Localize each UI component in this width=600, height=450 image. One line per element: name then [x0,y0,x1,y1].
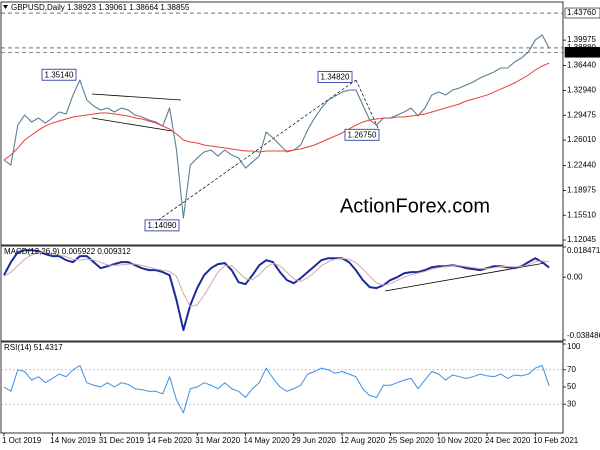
x-tick-label: 10 Feb 2021 [533,436,578,445]
trend-line [149,79,357,227]
series-line [3,62,550,161]
panel-title: RSI(14) 51.4317 [4,343,63,352]
channel-line [91,117,173,132]
x-tick-label: 14 May 2020 [244,436,291,445]
annotation-box [41,68,77,81]
y-tick-label: 50 [567,382,576,391]
series-line [3,252,550,308]
y-tick-label: 1.15510 [567,210,596,219]
x-tick-label: 14 Nov 2019 [50,436,96,445]
x-tick-label: 12 Aug 2020 [340,436,385,445]
y-tick-label: 1.12045 [567,235,596,244]
panel-frame [0,341,564,434]
y-tick-label: -0.038486 [567,331,600,340]
level-label-box [564,7,600,19]
title-icon [3,5,8,9]
annotation-label: 1.14090 [148,221,177,230]
x-tick-label: 31 Dec 2019 [99,436,145,445]
x-tick-label: 31 Mar 2020 [195,436,240,445]
trend-line [355,79,379,129]
y-tick-label: 1.18975 [567,186,596,195]
series-line [3,365,550,414]
x-tick-label: 24 Dec 2020 [485,436,531,445]
y-tick-label: 1.36440 [567,61,596,70]
x-tick-label: 10 Nov 2020 [437,436,483,445]
annotation-box [344,128,380,141]
x-tick-label: 1 Oct 2019 [2,436,42,445]
panel-title: MACD(12,26,9) 0.005922 0.009312 [4,247,131,256]
y-tick-label: 1.39975 [567,35,596,44]
y-tick-label: 1.22440 [567,161,596,170]
panel-frame [0,1,564,246]
y-tick-label: 1.26010 [567,135,596,144]
annotation-label: 1.34820 [321,73,350,82]
y-tick-label: 70 [567,365,576,374]
y-tick-label: 1.29475 [567,110,596,119]
annotation-label: 1.26750 [348,130,377,139]
annotation-box [317,71,353,83]
series-line [3,34,550,219]
x-tick-label: 14 Feb 2020 [147,436,192,445]
y-tick-label: 0.018471 [567,246,600,255]
x-tick-label: 29 Jun 2020 [292,436,337,445]
level-label-box [564,46,600,58]
annotation-box [144,219,180,232]
channel-line [91,93,182,101]
panel-title: GBPUSD,Daily 1.38923 1.39061 1.38664 1.3… [11,3,190,12]
x-tick-label: 25 Sep 2020 [388,436,434,445]
y-tick-label: 0.00 [567,272,583,281]
y-tick-label: 100 [567,342,581,351]
panel-frame [0,245,564,342]
annotation-label: 1.35140 [45,70,74,79]
level-label: 1.43760 [567,8,596,17]
level-label: 1.38280 [567,47,596,56]
watermark: ActionForex.com [340,195,490,217]
y-tick-label: 1.32940 [567,86,596,95]
y-tick-label: 30 [567,399,576,408]
